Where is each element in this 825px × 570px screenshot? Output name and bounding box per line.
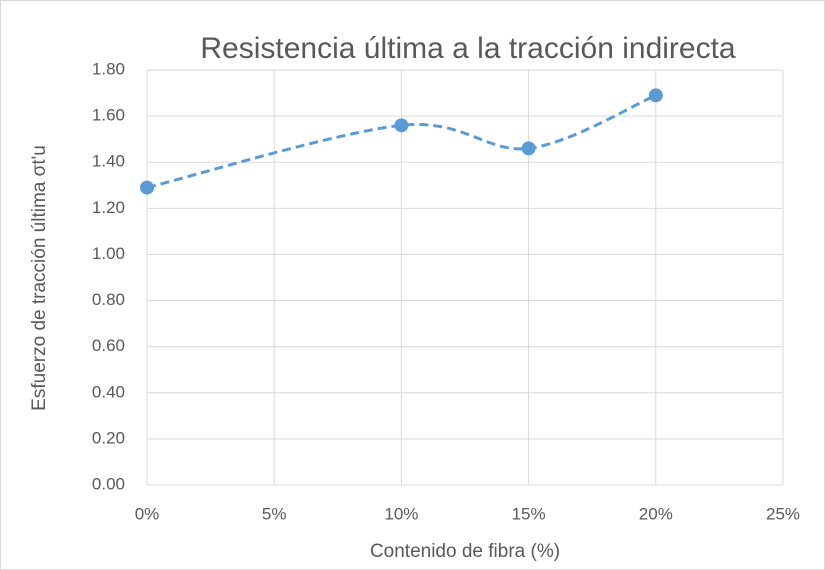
y-tick-label: 0.60 — [92, 336, 125, 355]
y-tick-label: 0.20 — [92, 428, 125, 447]
data-point — [140, 180, 154, 195]
x-tick-label: 20% — [639, 504, 673, 523]
y-tick-label: 1.80 — [92, 59, 125, 78]
data-point — [394, 118, 409, 133]
y-tick-label: 1.00 — [92, 244, 125, 263]
y-tick-label: 1.20 — [92, 198, 125, 217]
x-tick-label: 10% — [384, 504, 418, 523]
data-point — [648, 88, 663, 103]
chart-title: Resistencia última a la tracción indirec… — [200, 32, 736, 65]
y-axis-label: Esfuerzo de tracción última σt'u — [29, 145, 50, 411]
y-tick-label: 0.00 — [92, 474, 125, 493]
y-tick-label: 1.40 — [92, 152, 125, 171]
y-tick-label: 0.40 — [92, 382, 125, 401]
x-axis-label: Contenido de fibra (%) — [370, 541, 560, 562]
y-tick-label: 0.80 — [92, 290, 125, 309]
y-tick-label: 1.60 — [92, 106, 125, 125]
data-point — [521, 141, 536, 156]
x-tick-label: 15% — [512, 504, 546, 523]
x-tick-label: 5% — [262, 504, 287, 523]
x-tick-label: 25% — [766, 504, 800, 523]
series-line — [146, 93, 657, 190]
x-tick-label: 0% — [135, 504, 160, 523]
